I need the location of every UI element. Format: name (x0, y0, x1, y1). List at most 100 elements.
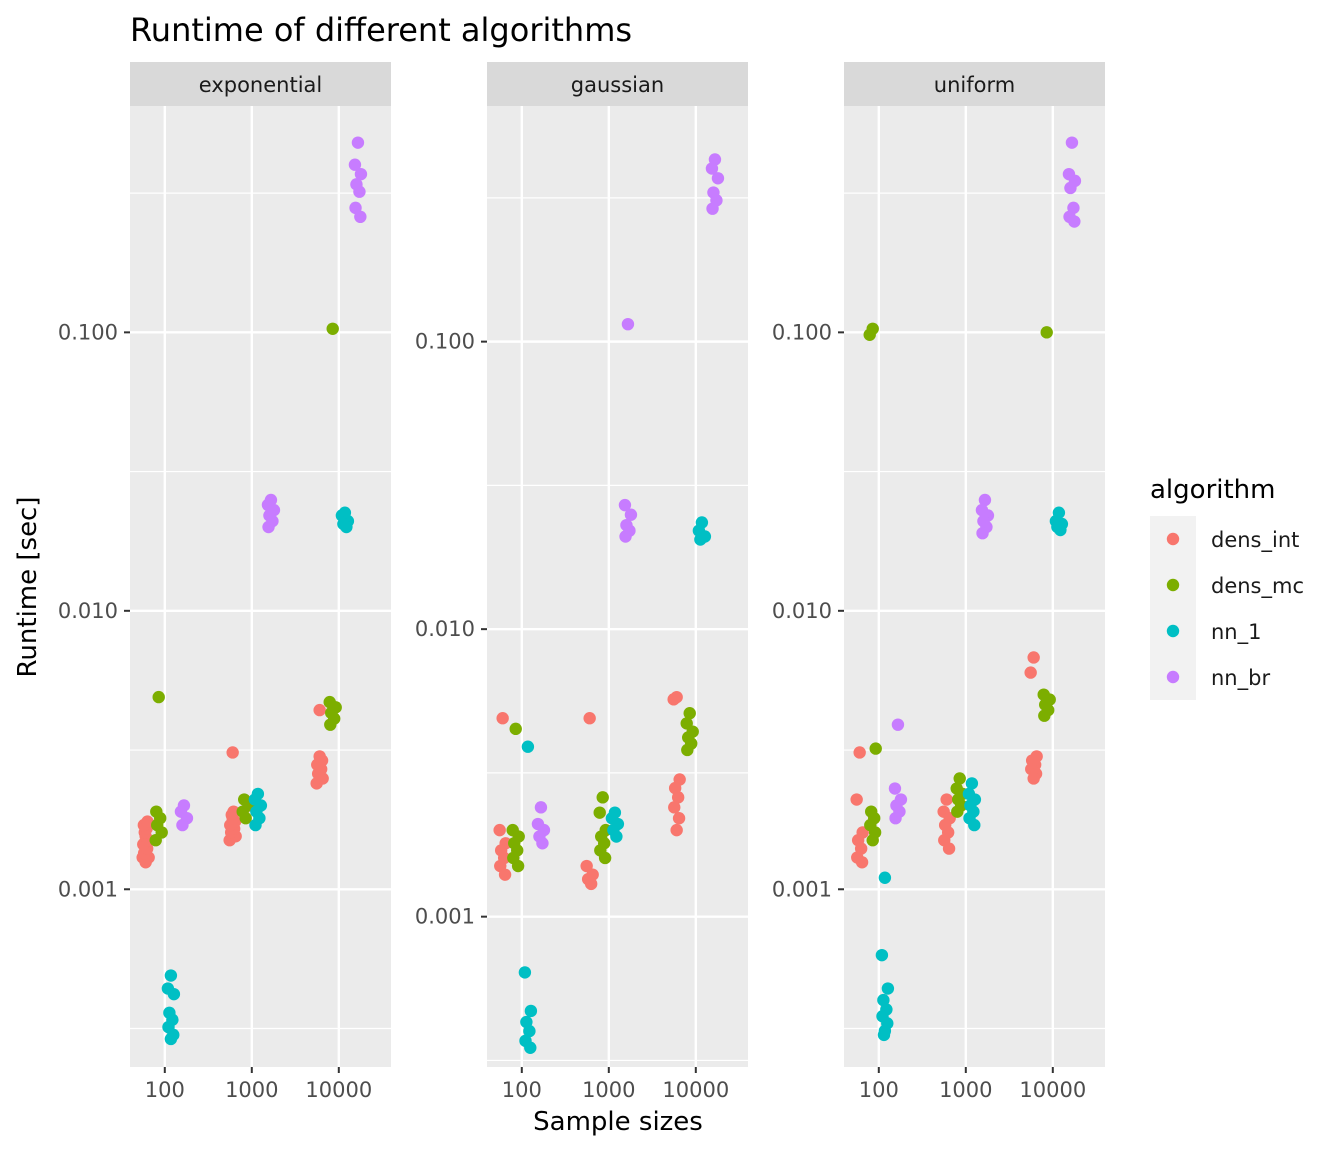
y-tick-label: 0.100 (415, 330, 475, 354)
y-tick-label: 0.100 (58, 320, 118, 344)
legend-label-dens_int: dens_int (1211, 528, 1299, 553)
point-dens_mc (863, 328, 876, 342)
point-dens_int (942, 842, 956, 855)
legend-key-nn_1 (1166, 624, 1180, 638)
point-dens_mc (1040, 326, 1053, 339)
point-dens_mc (238, 793, 251, 806)
y-tick-label: 0.010 (415, 617, 475, 641)
x-tick-label: 100 (145, 1078, 185, 1102)
point-dens_int (850, 793, 863, 806)
point-nn_br (621, 317, 635, 331)
x-tick-label: 100 (502, 1078, 542, 1102)
point-nn_br (354, 167, 368, 181)
point-dens_int (855, 856, 869, 869)
point-dens_mc (511, 859, 525, 873)
point-dens_int (227, 805, 240, 818)
facet-strip-label: exponential (199, 73, 322, 97)
point-dens_int (493, 823, 506, 837)
point-dens_mc (593, 806, 606, 819)
y-tick-label: 0.100 (772, 320, 832, 344)
point-nn_1 (878, 871, 892, 884)
point-dens_mc (326, 322, 339, 335)
point-nn_1 (881, 982, 895, 995)
x-axis-title: Sample sizes (533, 1107, 703, 1137)
point-dens_mc (681, 743, 694, 757)
legend-label-nn_1: nn_1 (1211, 620, 1261, 645)
point-nn_br (534, 801, 548, 814)
legend: algorithm dens_int dens_mc nn_1 nn_br (1150, 475, 1304, 700)
facet-strip-label: gaussian (571, 73, 664, 97)
point-nn_1 (521, 740, 535, 753)
point-dens_mc (509, 722, 522, 736)
point-nn_br (1065, 136, 1079, 149)
facet-strip (130, 62, 391, 106)
point-dens_mc (596, 791, 609, 804)
facet-strip-label: uniform (934, 73, 1015, 97)
chart-title: Runtime of different algorithms (130, 11, 632, 49)
point-dens_int (671, 791, 685, 804)
point-nn_1 (167, 987, 181, 1001)
point-nn_1 (523, 1024, 536, 1038)
point-nn_1 (518, 966, 532, 979)
point-nn_br (351, 136, 365, 149)
point-dens_int (668, 801, 681, 814)
point-nn_br (618, 498, 632, 512)
point-nn_br (176, 818, 189, 832)
point-nn_br (976, 526, 989, 540)
point-nn_1 (340, 520, 353, 534)
point-nn_br (1064, 181, 1077, 195)
point-nn_br (262, 520, 275, 534)
point-dens_int (226, 746, 239, 759)
point-dens_int (670, 823, 683, 837)
point-dens_mc (1038, 709, 1051, 722)
point-dens_int (313, 703, 326, 717)
x-tick-label: 10000 (1019, 1078, 1086, 1102)
point-dens_int (853, 746, 866, 759)
y-tick-label: 0.010 (58, 599, 118, 623)
point-nn_br (353, 185, 366, 198)
y-tick-label: 0.010 (772, 599, 832, 623)
point-nn_br (706, 202, 719, 215)
point-nn_1 (877, 993, 890, 1007)
point-nn_br (711, 172, 725, 185)
point-nn_1 (524, 1004, 538, 1018)
point-nn_br (354, 210, 367, 224)
x-tick-label: 1000 (582, 1078, 635, 1102)
x-tick-label: 1000 (225, 1078, 278, 1102)
point-dens_mc (150, 805, 163, 818)
point-nn_1 (965, 777, 979, 790)
point-dens_int (1027, 772, 1040, 785)
legend-key-dens_mc (1166, 578, 1180, 592)
point-nn_br (888, 782, 902, 795)
point-dens_mc (869, 742, 882, 755)
point-nn_1 (968, 818, 981, 832)
facet-panel-uniform: uniform 0.001 0.010 0.100 100 1000 10000 (772, 62, 1105, 1102)
panel-background (130, 106, 391, 1067)
point-nn_1 (164, 1032, 178, 1046)
point-nn_br (891, 718, 905, 731)
facet-panel-exponential: exponential 0.001 0.010 0.100 100 1000 10000 (58, 62, 391, 1102)
point-nn_1 (875, 948, 889, 962)
point-nn_br (624, 508, 638, 521)
point-dens_mc (683, 707, 696, 720)
point-nn_1 (877, 1028, 891, 1042)
y-tick-label: 0.001 (772, 877, 832, 901)
point-nn_1 (610, 830, 623, 843)
point-dens_int (667, 693, 680, 706)
point-dens_int (672, 812, 686, 825)
point-nn_br (536, 837, 549, 850)
point-dens_mc (953, 772, 966, 785)
point-dens_int (141, 815, 154, 828)
point-dens_int (940, 793, 953, 806)
point-dens_int (584, 877, 598, 891)
point-dens_int (496, 712, 509, 725)
legend-key-dens_int (1166, 532, 1180, 546)
point-dens_int (313, 750, 326, 763)
point-nn_1 (164, 969, 178, 982)
point-dens_int (1027, 651, 1040, 664)
point-nn_br (889, 811, 902, 825)
x-tick-label: 10000 (305, 1078, 372, 1102)
legend-label-dens_mc: dens_mc (1211, 574, 1304, 599)
y-tick-label: 0.001 (415, 905, 475, 929)
